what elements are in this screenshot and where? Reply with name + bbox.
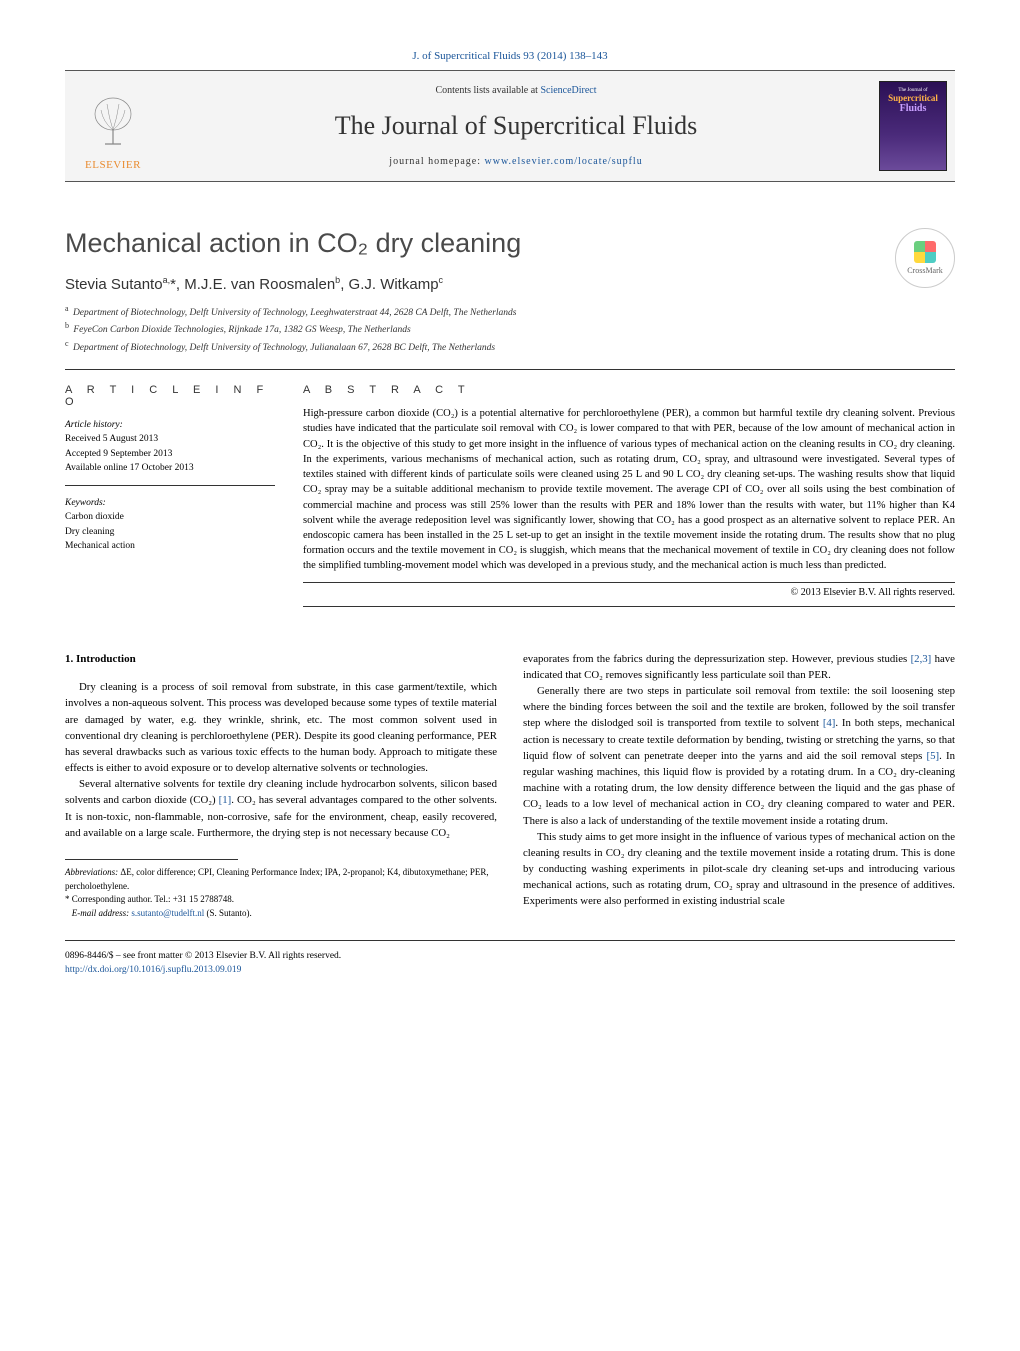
cover-line1: Supercritical [888, 93, 938, 103]
footer: 0896-8446/$ – see front matter © 2013 El… [65, 949, 955, 978]
body-p4: Generally there are two steps in particu… [523, 683, 955, 829]
corresponding-author: * Corresponding author. Tel.: +31 15 278… [65, 893, 497, 907]
journal-cover-thumbnail: The Journal of Supercritical Fluids [879, 81, 947, 171]
keywords-label: Keywords: [65, 496, 275, 510]
body-text: 1. Introduction Dry cleaning is a proces… [65, 651, 955, 920]
affiliation-b: FeyeCon Carbon Dioxide Technologies, Rij… [73, 326, 410, 336]
doi-link[interactable]: http://dx.doi.org/10.1016/j.supflu.2013.… [65, 965, 241, 975]
crossmark-label: CrossMark [907, 266, 943, 275]
article-history-block: Article history: Received 5 August 2013 … [65, 418, 275, 486]
contents-line: Contents lists available at ScienceDirec… [153, 85, 879, 96]
body-p5: This study aims to get more insight in t… [523, 829, 955, 910]
email-link[interactable]: s.sutanto@tudelft.nl [131, 908, 204, 918]
abbrev-label: Abbreviations: [65, 867, 118, 877]
publisher-name: ELSEVIER [85, 159, 141, 171]
crossmark-badge[interactable]: CrossMark [895, 228, 955, 288]
abbrev-text: ΔE, color difference; CPI, Cleaning Perf… [65, 867, 489, 891]
homepage-line: journal homepage: www.elsevier.com/locat… [153, 156, 879, 167]
ref-link-1[interactable]: [1] [219, 794, 232, 806]
footnotes-rule [65, 859, 238, 860]
email-label: E-mail address: [72, 908, 129, 918]
ref-link-5[interactable]: [5] [927, 750, 940, 762]
article-title: Mechanical action in CO₂ dry cleaning [65, 228, 955, 259]
ref-link-2-3[interactable]: [2,3] [911, 653, 932, 665]
abstract-heading: A B S T R A C T [303, 384, 955, 396]
ref-link-4[interactable]: [4] [823, 717, 836, 729]
crossmark-icon [914, 241, 936, 263]
body-p2: Several alternative solvents for textile… [65, 776, 497, 841]
footer-issn: 0896-8446/$ – see front matter © 2013 El… [65, 949, 955, 963]
contents-prefix: Contents lists available at [435, 85, 540, 96]
footnotes: Abbreviations: ΔE, color difference; CPI… [65, 866, 497, 920]
homepage-prefix: journal homepage: [389, 156, 484, 167]
history-received: Received 5 August 2013 [65, 432, 275, 446]
top-citation: J. of Supercritical Fluids 93 (2014) 138… [65, 50, 955, 62]
cover-line2: Fluids [900, 103, 927, 114]
history-online: Available online 17 October 2013 [65, 461, 275, 475]
abstract-copyright: © 2013 Elsevier B.V. All rights reserved… [303, 587, 955, 607]
history-accepted: Accepted 9 September 2013 [65, 447, 275, 461]
publisher-logo: ELSEVIER [73, 81, 153, 171]
footer-rule [65, 940, 955, 941]
article-info-heading: A R T I C L E I N F O [65, 384, 275, 408]
journal-header: ELSEVIER Contents lists available at Sci… [65, 71, 955, 182]
keywords-block: Keywords: Carbon dioxide Dry cleaning Me… [65, 496, 275, 563]
keyword-2: Mechanical action [65, 539, 275, 553]
abstract-text: High-pressure carbon dioxide (CO₂) is a … [303, 406, 955, 582]
body-p1: Dry cleaning is a process of soil remova… [65, 679, 497, 776]
elsevier-tree-icon [85, 92, 141, 155]
authors: Stevia Sutantoa,*, M.J.E. van Roosmalenb… [65, 275, 955, 293]
body-p3: evaporates from the fabrics during the d… [523, 651, 955, 683]
homepage-link[interactable]: www.elsevier.com/locate/supflu [485, 156, 643, 167]
keyword-0: Carbon dioxide [65, 510, 275, 524]
affiliation-a: Department of Biotechnology, Delft Unive… [73, 308, 517, 318]
affiliations: a Department of Biotechnology, Delft Uni… [65, 303, 955, 355]
sciencedirect-link[interactable]: ScienceDirect [540, 85, 596, 96]
history-label: Article history: [65, 418, 275, 432]
email-suffix: (S. Sutanto). [204, 908, 252, 918]
journal-title: The Journal of Supercritical Fluids [153, 111, 879, 141]
keyword-1: Dry cleaning [65, 525, 275, 539]
section-1-heading: 1. Introduction [65, 651, 497, 668]
affiliation-c: Department of Biotechnology, Delft Unive… [73, 343, 495, 353]
